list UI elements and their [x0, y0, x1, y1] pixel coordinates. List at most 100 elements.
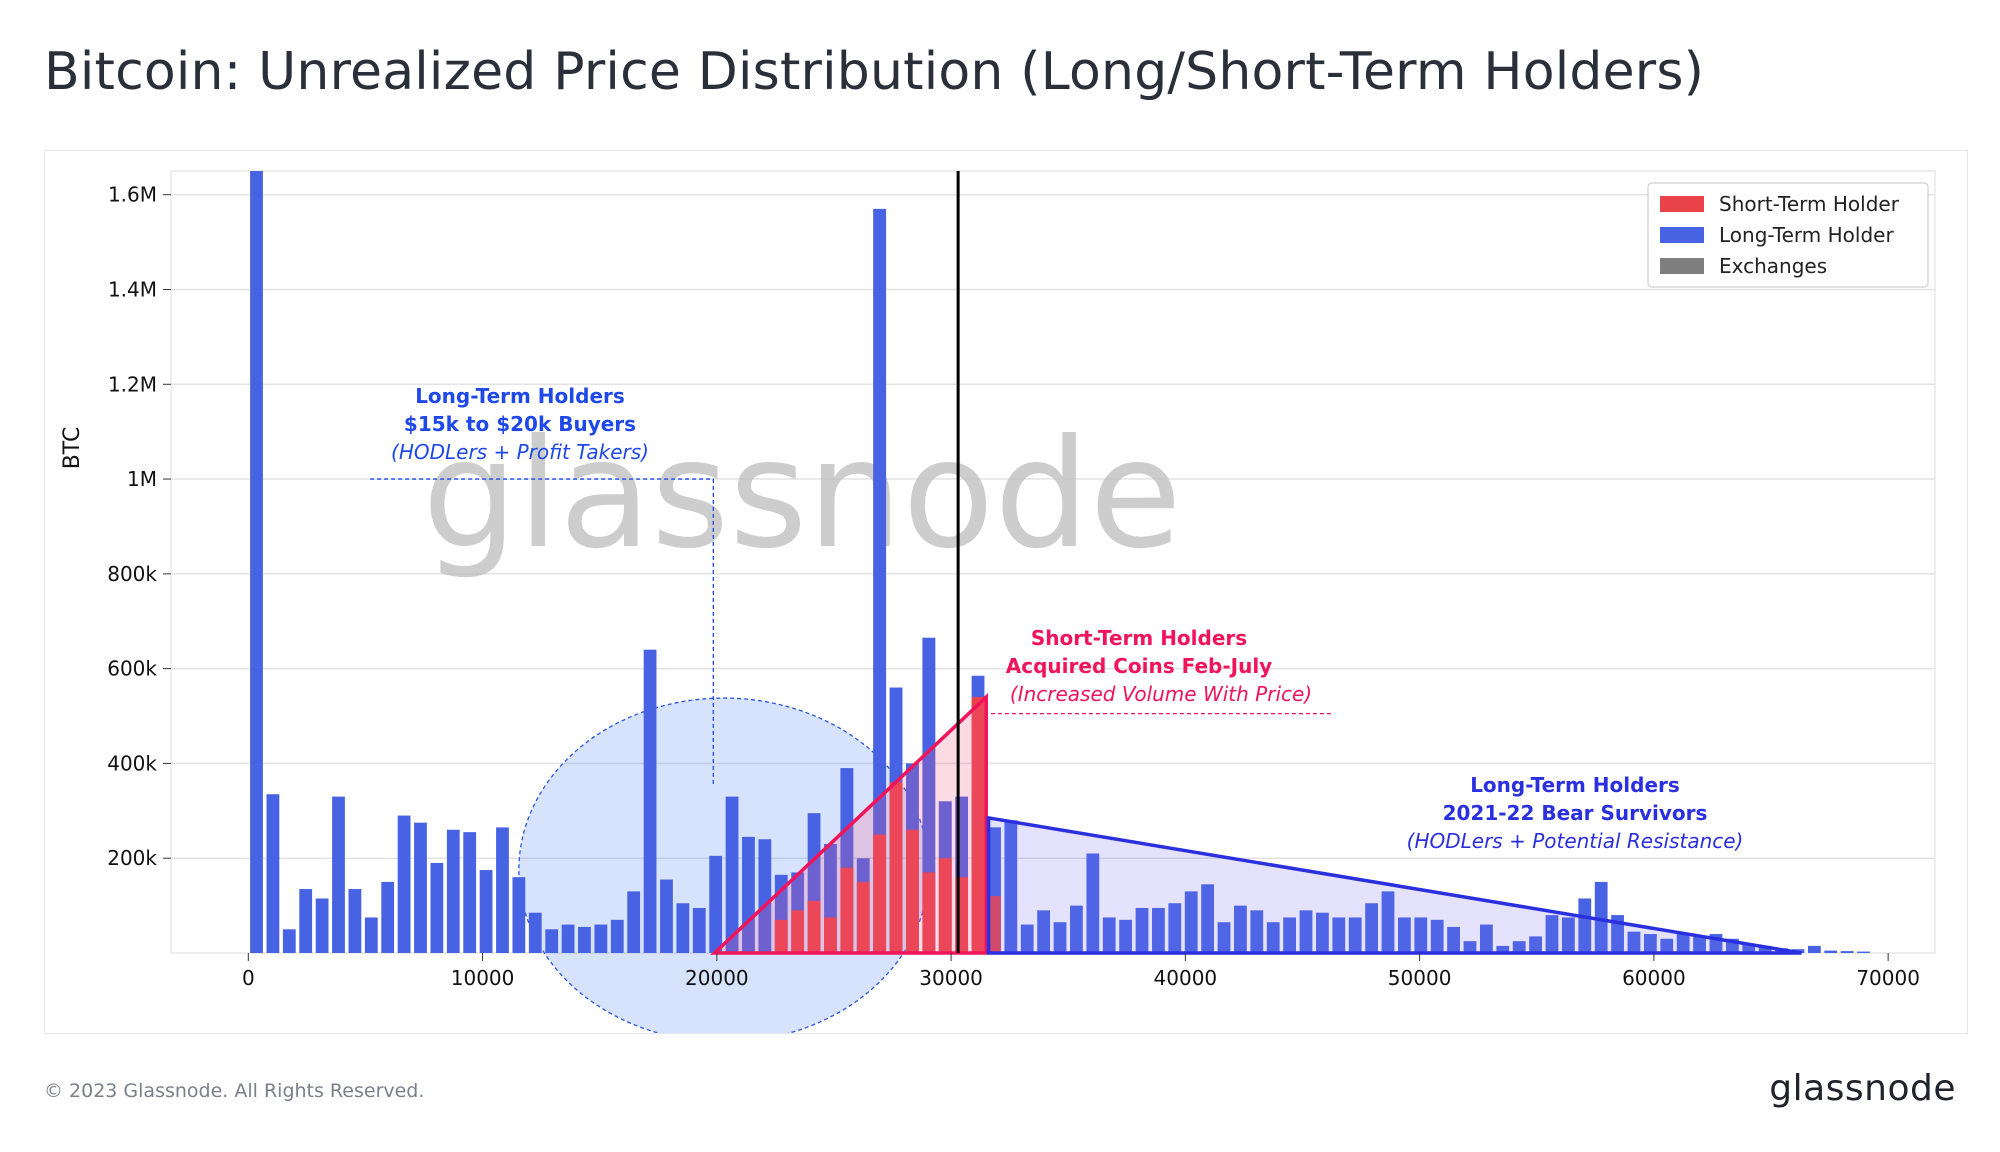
x-tick-label: 50000	[1388, 966, 1452, 990]
annotation-bear-line2: 2021-22 Bear Survivors	[1443, 801, 1708, 825]
bar-lth	[1578, 898, 1592, 953]
bar-lth	[1086, 853, 1100, 953]
annotation-bear-line3: (HODLers + Potential Resistance)	[1407, 829, 1744, 853]
bar-lth	[1627, 931, 1641, 953]
bar-lth	[250, 171, 263, 953]
bar-lth	[1299, 910, 1313, 953]
bar-lth	[1840, 951, 1854, 953]
bar-lth	[545, 929, 559, 953]
bar-sth	[824, 917, 837, 953]
bars-group	[250, 171, 1870, 1033]
bar-lth	[299, 889, 313, 953]
bar-lth	[1070, 905, 1083, 953]
bar-lth	[594, 924, 608, 953]
bar-lth	[1102, 917, 1116, 953]
y-axis-label: BTC	[60, 427, 85, 470]
annotation-lth-buyers-line1: Long-Term Holders	[415, 384, 625, 408]
bar-lth	[463, 832, 477, 953]
bar-lth	[610, 919, 624, 953]
axes: 200k 400k 600k 800k 1M 1.2M 1.4M 1.6M 0 10000 2000…	[107, 183, 1920, 990]
legend-label-lth: Long-Term Holder	[1719, 223, 1894, 247]
bar-lth	[1463, 941, 1477, 953]
bar-lth	[1217, 922, 1231, 953]
x-tick-label: 40000	[1154, 966, 1218, 990]
bar-lth	[1397, 917, 1411, 953]
bar-lth	[1643, 934, 1657, 953]
bar-lth	[1004, 820, 1018, 953]
bar-lth	[1676, 934, 1690, 953]
bar-lth	[1496, 945, 1510, 953]
bar-lth	[1283, 917, 1297, 953]
bar-lth	[1234, 905, 1247, 953]
bar-lth	[1512, 941, 1526, 953]
bar-lth	[1119, 919, 1133, 953]
y-tick-label: 800k	[107, 562, 157, 586]
annotation-sth-line3: (Increased Volume With Price)	[1010, 682, 1312, 706]
legend-label-sth: Short-Term Holder	[1719, 192, 1900, 216]
bar-lth	[528, 912, 542, 953]
x-tick-label: 10000	[451, 966, 515, 990]
chart-svg: glassnode 200k 400k 600k 800k 1M 1.2M 1.4M 1.6M…	[60, 170, 1936, 1033]
bar-lth	[725, 796, 739, 953]
bar-lth	[1824, 950, 1838, 953]
bar-lth	[1250, 910, 1264, 953]
page-title: Bitcoin: Unrealized Price Distribution (…	[44, 42, 1705, 102]
bar-sth	[938, 858, 952, 953]
bar-lth	[364, 917, 378, 953]
y-tick-label: 400k	[107, 751, 157, 775]
bar-lth	[381, 881, 395, 953]
bar-lth	[627, 891, 641, 953]
bar-lth	[1807, 945, 1821, 953]
annotation-sth-line2: Acquired Coins Feb-July	[1006, 654, 1272, 678]
bar-sth	[856, 881, 870, 953]
legend-swatch-sth	[1660, 196, 1704, 212]
legend-box	[1647, 182, 1929, 288]
bar-lth	[282, 929, 296, 953]
bar-sth	[988, 896, 1001, 953]
bar-lth	[1201, 884, 1215, 953]
legend-swatch-lth	[1660, 227, 1704, 243]
x-tick-label: 70000	[1856, 966, 1920, 990]
bar-lth	[578, 926, 591, 953]
bar-lth	[1529, 936, 1542, 953]
lth-bear-triangle	[986, 815, 1802, 955]
bar-lth	[1660, 938, 1674, 953]
bar-lth	[1561, 917, 1575, 953]
bar-sth	[971, 697, 985, 953]
y-tick-label: 600k	[107, 657, 157, 681]
bar-lth	[1758, 945, 1772, 953]
bar-lth	[397, 815, 411, 953]
sth-triangle	[710, 693, 988, 955]
bar-lth	[676, 903, 690, 953]
bar-lth	[1348, 917, 1362, 953]
bar-sth	[774, 919, 788, 953]
bar-lth	[266, 794, 280, 953]
bar-lth	[1316, 912, 1329, 953]
annotation-lth-buyers-line3: (HODLers + Profit Takers)	[391, 440, 649, 464]
bar-sth	[840, 867, 854, 953]
bar-lth	[446, 829, 460, 953]
bar-lth	[1365, 903, 1378, 953]
annotation-lth-bear: Long-Term Holders 2021-22 Bear Survivors…	[1407, 773, 1744, 853]
bar-sth	[906, 829, 919, 953]
footer-logo: glassnode	[1769, 1068, 1956, 1109]
bar-lth	[758, 839, 772, 953]
bar-lth	[348, 889, 362, 953]
bar-lth	[332, 796, 345, 953]
bar-lth	[561, 924, 575, 953]
x-tick-label: 0	[242, 966, 255, 990]
bar-lth	[1414, 917, 1428, 953]
annotation-sth-feb-july: Short-Term Holders Acquired Coins Feb-Ju…	[1006, 626, 1312, 706]
bar-lth	[660, 879, 673, 953]
x-tick-label: 30000	[919, 966, 983, 990]
watermark-text: glassnode	[422, 408, 1181, 582]
y-tick-label: 1M	[127, 467, 157, 491]
annotation-sth-line1: Short-Term Holders	[1031, 626, 1247, 650]
bar-sth	[873, 834, 887, 953]
bar-sth	[922, 872, 936, 953]
bar-lth	[1184, 891, 1198, 953]
bar-lth	[414, 822, 427, 953]
bar-lth	[1168, 903, 1182, 953]
bar-lth	[1053, 922, 1067, 953]
bar-lth	[1266, 922, 1280, 953]
